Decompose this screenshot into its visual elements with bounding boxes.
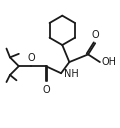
- Text: O: O: [27, 53, 35, 63]
- Text: OH: OH: [102, 57, 117, 67]
- Text: O: O: [42, 85, 50, 95]
- Text: NH: NH: [64, 69, 79, 79]
- Text: O: O: [91, 30, 99, 40]
